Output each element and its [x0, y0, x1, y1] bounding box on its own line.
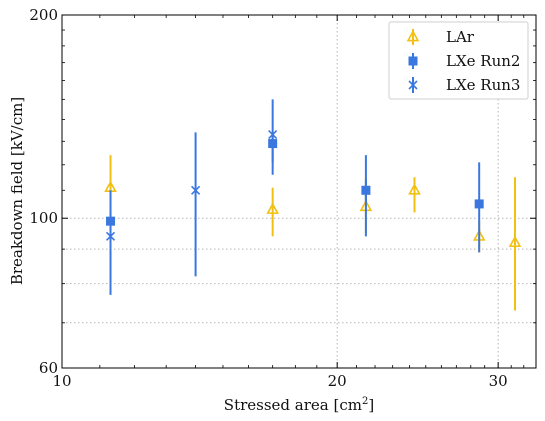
y-tick-label: 200 — [29, 6, 58, 24]
legend-marker-lxe-run3 — [408, 80, 418, 90]
data-point-lar — [266, 187, 279, 237]
y-axis-label: Breakdown field [kV/cm] — [8, 97, 26, 285]
data-point-lxe-run3 — [268, 99, 278, 175]
marker-lxe-run3 — [191, 185, 201, 195]
marker-lxe-run3-stroke — [105, 231, 116, 241]
marker-lxe-run3 — [268, 130, 278, 140]
grid — [62, 15, 536, 368]
legend-box — [388, 21, 529, 100]
legend: LAr LXe Run2 LXe Run3 — [388, 21, 529, 100]
plot-frame — [61, 14, 537, 369]
series-lar — [104, 155, 522, 311]
data-point-lxe-run3 — [361, 155, 371, 237]
axis-ticks: 10 20 30 60 100 200 — [29, 6, 536, 390]
marker-lar — [508, 235, 522, 248]
data-point-lar — [408, 177, 421, 213]
data-points — [104, 99, 522, 311]
legend-entry-lxe-run3: LXe Run3 — [408, 76, 520, 94]
y-tick-label: 60 — [39, 359, 58, 377]
legend-marker-lxe-run2 — [408, 56, 418, 66]
legend-label-lar: LAr — [446, 28, 475, 46]
data-point-lar — [508, 177, 522, 311]
legend-entry-lxe-run2: LXe Run2 — [408, 52, 520, 70]
legend-label-lxe-run3: LXe Run3 — [446, 76, 520, 94]
x-tick-label: 20 — [328, 372, 347, 390]
marker-lxe-run3-stroke — [191, 185, 201, 195]
data-point-lxe-run2 — [474, 162, 484, 253]
legend-marker-lar — [406, 29, 420, 42]
marker-lxe-run3-stroke — [361, 185, 371, 195]
x-tick-label: 30 — [489, 372, 508, 390]
data-point-lxe-run3 — [191, 132, 201, 277]
marker-lxe-run2 — [474, 199, 484, 209]
marker-lar — [266, 202, 279, 214]
marker-lar — [408, 183, 421, 195]
series-lxe-run2 — [106, 134, 484, 253]
marker-lxe-run3 — [105, 231, 116, 241]
legend-entry-lar: LAr — [406, 28, 475, 46]
marker-lxe-run3-stroke — [268, 130, 278, 140]
x-tick-label: 10 — [52, 372, 71, 390]
data-point-lxe-run3 — [105, 190, 116, 295]
y-tick-label: 100 — [29, 209, 58, 227]
legend-label-lxe-run2: LXe Run2 — [446, 52, 520, 70]
marker-lxe-run3 — [361, 185, 371, 195]
series-lxe-run3 — [105, 99, 371, 295]
x-axis-label: Stressed area [cm2] — [224, 396, 374, 414]
legend-marker-lxe-run3-stroke — [408, 80, 418, 90]
